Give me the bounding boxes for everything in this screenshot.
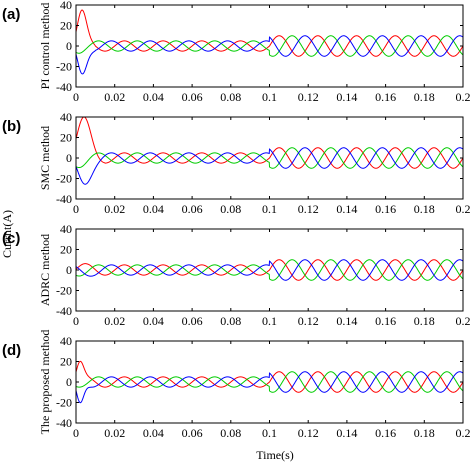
panel-letter: (b) [2, 118, 21, 135]
y-tick-label: -40 [56, 192, 72, 206]
shared-y-axis-label: Currnt(A) [0, 210, 14, 258]
panel-d: (d) 0 0.02 0.04 0.06 0.08 0.1 0.12 0.14 0.16 0.18 0… [2, 330, 471, 440]
x-tick-label: 0.08 [220, 314, 241, 328]
y-tick-label: -20 [56, 60, 72, 74]
series-line-phase-c [76, 35, 463, 75]
x-tick-label: 0.14 [336, 314, 357, 328]
x-tick-label: 0.06 [182, 314, 203, 328]
series-line-phase-b [76, 147, 463, 169]
x-tick-label: 0.1 [262, 314, 277, 328]
y-tick-label: 40 [60, 0, 72, 12]
x-tick-label: 0.2 [456, 426, 471, 440]
x-tick-label: 0.2 [456, 90, 471, 104]
x-tick-label: 0 [73, 426, 79, 440]
x-tick-label: 0 [73, 202, 79, 216]
x-tick-label: 0.14 [336, 90, 357, 104]
y-tick-label: -20 [56, 396, 72, 410]
x-tick-label: 0.02 [104, 426, 125, 440]
y-tick-label: 20 [60, 243, 72, 257]
x-tick-label: 0.18 [414, 314, 435, 328]
x-tick-label: 0.14 [336, 426, 357, 440]
series-line-phase-b [76, 259, 463, 281]
x-tick-label: 0.06 [182, 426, 203, 440]
x-tick-label: 0.08 [220, 202, 241, 216]
y-tick-label: 0 [66, 263, 72, 277]
shared-x-axis-label: Time(s) [256, 448, 294, 462]
y-tick-label: -20 [56, 284, 72, 298]
x-tick-label: 0.16 [375, 202, 396, 216]
x-tick-label: 0.04 [143, 90, 164, 104]
series-line-phase-b [76, 371, 463, 393]
series-line-phase-c [76, 147, 463, 185]
series-line-phase-b [76, 35, 463, 57]
x-tick-label: 0.1 [262, 90, 277, 104]
x-tick-label: 0.12 [298, 314, 319, 328]
x-tick-label: 0.1 [262, 202, 277, 216]
series-line-phase-a [76, 259, 463, 281]
x-tick-label: 0.2 [456, 202, 471, 216]
y-tick-label: 20 [60, 19, 72, 33]
panel-c: (c) 0 0.02 0.04 0.06 0.08 0.1 0.12 0.14 0.16 0.18 0… [2, 222, 471, 328]
x-tick-label: 0.08 [220, 90, 241, 104]
x-tick-label: 0 [73, 314, 79, 328]
y-axis-label: ADRC method [38, 234, 52, 306]
x-tick-label: 0.18 [414, 202, 435, 216]
x-tick-label: 0.16 [375, 426, 396, 440]
x-tick-label: 0.02 [104, 202, 125, 216]
x-tick-label: 0.18 [414, 90, 435, 104]
x-tick-label: 0.1 [262, 426, 277, 440]
x-tick-label: 0.04 [143, 202, 164, 216]
y-tick-label: 40 [60, 110, 72, 124]
x-tick-label: 0 [73, 90, 79, 104]
x-tick-label: 0.04 [143, 426, 164, 440]
y-tick-label: -20 [56, 172, 72, 186]
y-axis-label: PI control method [38, 3, 52, 90]
series-line-phase-c [76, 259, 463, 281]
y-tick-label: 40 [60, 222, 72, 236]
x-tick-label: 0.18 [414, 426, 435, 440]
x-tick-label: 0.02 [104, 314, 125, 328]
panel-letter: (a) [2, 6, 20, 23]
x-tick-label: 0.16 [375, 90, 396, 104]
x-tick-label: 0.02 [104, 90, 125, 104]
x-tick-label: 0.06 [182, 202, 203, 216]
x-tick-label: 0.12 [298, 90, 319, 104]
series-line-phase-a [76, 9, 463, 57]
y-tick-label: 20 [60, 131, 72, 145]
x-tick-label: 0.14 [336, 202, 357, 216]
x-tick-label: 0.16 [375, 314, 396, 328]
x-tick-label: 0.12 [298, 426, 319, 440]
y-tick-label: 0 [66, 39, 72, 53]
y-tick-label: 20 [60, 355, 72, 369]
x-tick-label: 0.06 [182, 90, 203, 104]
y-tick-label: -40 [56, 416, 72, 430]
panel-letter: (d) [2, 342, 21, 359]
series-line-phase-a [76, 360, 463, 393]
series-line-phase-c [76, 371, 463, 404]
panel-b: (b) 0 0.02 0.04 0.06 0.08 0.1 0.12 0.14 0.16 0.18 0… [2, 110, 471, 216]
x-tick-label: 0.12 [298, 202, 319, 216]
series-line-phase-a [76, 117, 463, 169]
x-tick-label: 0.2 [456, 314, 471, 328]
y-tick-label: 40 [60, 334, 72, 348]
x-tick-label: 0.08 [220, 426, 241, 440]
x-tick-label: 0.04 [143, 314, 164, 328]
y-tick-label: 0 [66, 151, 72, 165]
panel-a: (a) 0 0.02 0.04 0.06 0.08 0.1 0.12 0.14 0.16 0.18 0… [2, 0, 471, 104]
y-tick-label: 0 [66, 375, 72, 389]
y-tick-label: -40 [56, 80, 72, 94]
y-axis-label: The proposed method [38, 330, 52, 435]
panel-letter: (c) [2, 230, 20, 247]
y-axis-label: SMC method [38, 126, 52, 190]
y-tick-label: -40 [56, 304, 72, 318]
